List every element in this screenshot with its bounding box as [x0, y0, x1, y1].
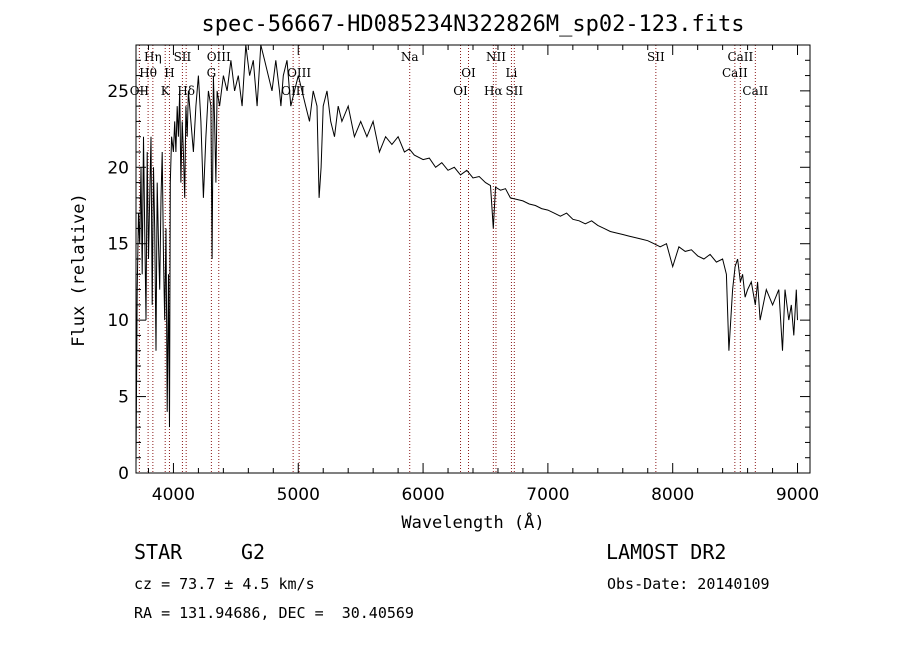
line-marker-label-5: SII: [174, 50, 192, 64]
line-marker-label-19: CaII: [727, 50, 753, 64]
object-subclass: G2: [241, 540, 266, 564]
line-marker-label-8: G: [207, 66, 217, 80]
object-class: STAR: [134, 540, 183, 564]
line-marker-label-20: CaII: [722, 66, 748, 80]
x-tick-label: 9000: [776, 485, 819, 505]
x-axis-ticks: 4000 5000 6000 7000 8000 9000: [147, 45, 819, 505]
line-marker-label-1: Hθ: [139, 66, 157, 80]
x-tick-label: 6000: [401, 485, 444, 505]
coordinates-line: RA = 131.94686, DEC = 30.40569: [134, 604, 414, 622]
line-marker-label-3: H: [164, 66, 174, 80]
y-tick-label: 10: [107, 311, 129, 331]
line-marker-label-7: OIII: [207, 50, 231, 64]
y-tick-label: 0: [118, 464, 129, 484]
redshift-line: cz = 73.7 ± 4.5 km/s: [134, 575, 315, 593]
y-tick-label: 20: [107, 158, 129, 178]
x-tick-label: 5000: [277, 485, 320, 505]
line-marker-label-4: K: [161, 84, 171, 98]
line-marker-label-18: SII: [647, 50, 665, 64]
line-marker-label-12: NII: [486, 50, 506, 64]
survey-name: LAMOST DR2: [606, 540, 727, 564]
spectrum-chart: spec-56667-HD085234N322826M_sp02-123.fit…: [69, 12, 819, 533]
x-tick-label: 4000: [152, 485, 195, 505]
x-axis-title: Wavelength (Å): [401, 511, 544, 533]
line-marker-label-0: Hη: [144, 50, 162, 64]
line-marker-label-21: CaII: [742, 84, 768, 98]
x-tick-label: 8000: [651, 485, 694, 505]
line-marker-label-6: Hδ: [177, 84, 195, 98]
x-tick-label: 7000: [526, 485, 569, 505]
line-markers: [138, 45, 756, 473]
y-tick-label: 15: [107, 235, 129, 255]
line-marker-label-17: SII: [505, 84, 523, 98]
line-marker-label-9: OIII: [287, 66, 311, 80]
y-axis-ticks: 0 5 10 15 20 25: [107, 59, 810, 484]
line-marker-label-13: OI: [461, 66, 476, 80]
line-marker-label-14: OI: [453, 84, 468, 98]
observation-date: Obs-Date: 20140109: [607, 575, 770, 593]
line-marker-label-15: Li: [506, 66, 518, 80]
chart-title: spec-56667-HD085234N322826M_sp02-123.fit…: [201, 12, 744, 37]
y-axis-title: Flux (relative): [69, 193, 89, 347]
spectrum-line: [135, 44, 798, 466]
y-tick-label: 5: [118, 388, 129, 408]
plot-frame: [135, 44, 811, 474]
line-marker-label-16: Hα: [484, 84, 503, 98]
line-marker-label-10: OIII: [281, 84, 305, 98]
line-marker-label-11: Na: [401, 50, 419, 64]
y-tick-label: 25: [107, 82, 129, 102]
